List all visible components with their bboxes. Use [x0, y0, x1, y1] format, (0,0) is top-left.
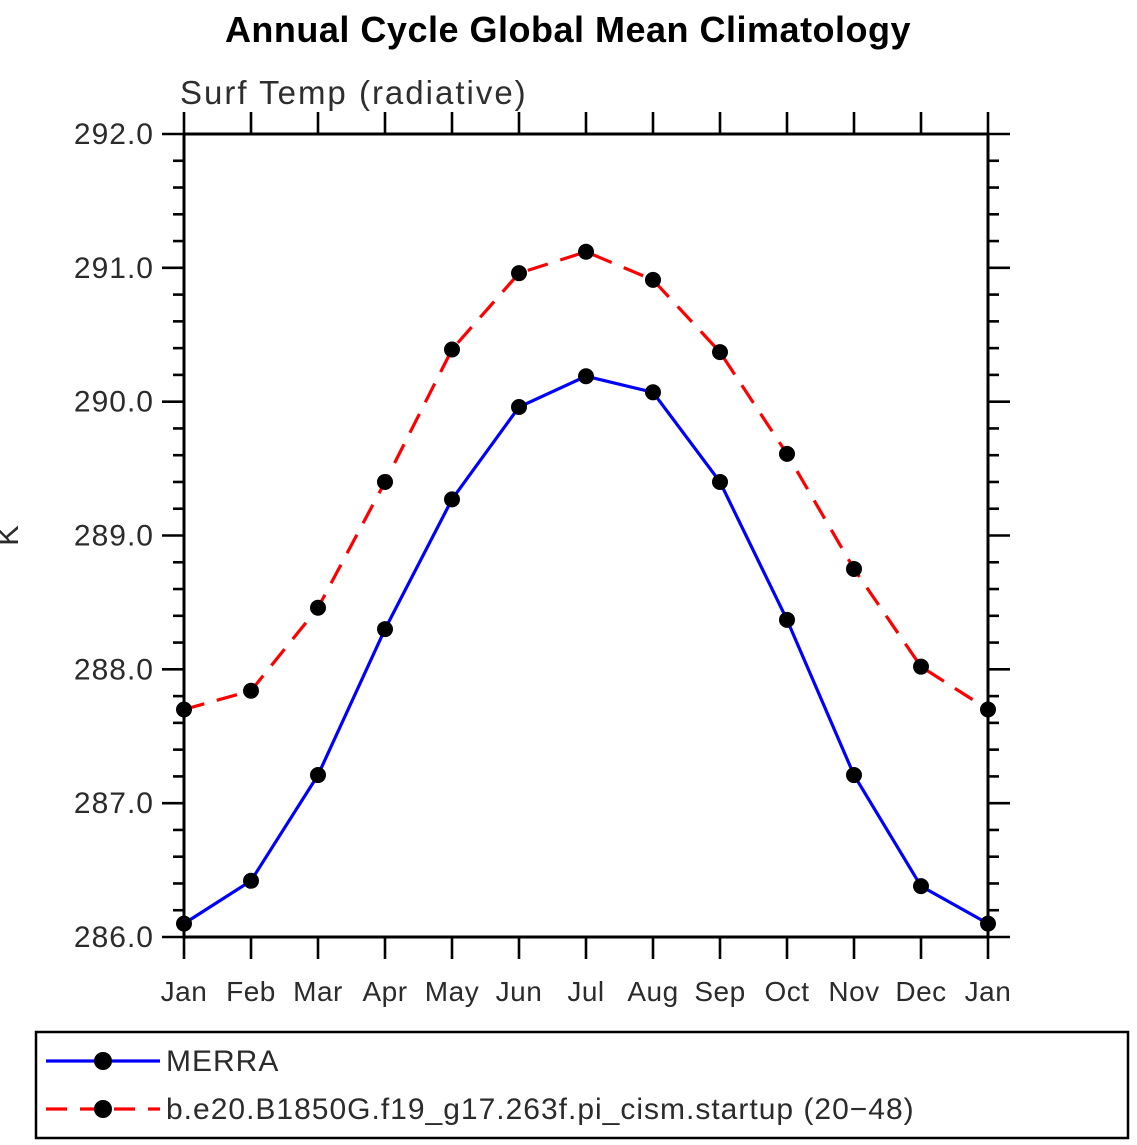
data-point-marker: [846, 767, 862, 784]
plot-frame: [182, 132, 990, 939]
y-axis-tick-label: 290.0: [74, 386, 154, 419]
x-axis-label: Dec: [895, 976, 946, 1007]
x-axis-label: Feb: [226, 976, 276, 1007]
data-point-marker: [511, 399, 527, 416]
data-point-marker: [980, 915, 996, 932]
series-line-model: [183, 250, 989, 712]
x-axis-label: Mar: [293, 976, 343, 1007]
data-point-marker: [243, 872, 259, 889]
data-point-marker: [511, 265, 527, 282]
x-axis-label: Apr: [362, 976, 407, 1007]
data-point-marker: [712, 473, 728, 490]
legend-label: MERRA: [166, 1045, 279, 1078]
y-axis-tick-label: 289.0: [74, 520, 154, 553]
axes: Jan Feb Mar Apr May Jun Jul Aug Sep Oct Nov Dec Jan2…: [74, 112, 1011, 1007]
x-axis-label: Aug: [627, 976, 678, 1007]
data-point-marker: [176, 701, 192, 718]
series-group: [176, 243, 996, 932]
series-line-merra: [183, 374, 989, 926]
data-point-marker: [444, 341, 460, 358]
data-point-marker: [578, 243, 594, 260]
x-axis-label: Jun: [496, 976, 543, 1007]
data-point-marker: [176, 915, 192, 932]
legend-box: [34, 1030, 1130, 1140]
chart-subtitle: Surf Temp (radiative): [180, 74, 528, 111]
data-point-marker: [377, 473, 393, 490]
data-point-marker: [377, 621, 393, 638]
x-axis-label: Jan: [161, 976, 208, 1007]
x-axis-label: Nov: [828, 976, 879, 1007]
data-point-marker: [779, 611, 795, 628]
data-point-marker: [243, 682, 259, 699]
y-axis-tick-label: 288.0: [74, 653, 154, 686]
data-point-marker: [913, 658, 929, 675]
data-point-marker: [779, 445, 795, 462]
data-point-marker: [645, 271, 661, 288]
data-point-marker: [846, 560, 862, 577]
x-axis-label: May: [425, 976, 479, 1007]
x-axis-label: Oct: [764, 976, 809, 1007]
y-axis-tick-label: 292.0: [74, 118, 154, 151]
x-axis-label: Sep: [694, 976, 745, 1007]
data-point-marker: [913, 878, 929, 895]
data-point-marker: [444, 491, 460, 508]
data-point-marker: [712, 344, 728, 361]
data-point-marker: [310, 599, 326, 616]
x-axis-label: Jan: [965, 976, 1012, 1007]
data-point-marker: [578, 368, 594, 385]
legend: MERRA b.e20.B1850G.f19_g17.263f.pi_cism.s…: [34, 1030, 1130, 1140]
x-axis-label: Jul: [567, 976, 604, 1007]
legend-marker: [94, 1052, 112, 1070]
y-axis-unit-label: K: [0, 524, 25, 546]
data-point-marker: [310, 767, 326, 784]
chart-title: Annual Cycle Global Mean Climatology: [225, 9, 911, 50]
y-axis-tick-label: 286.0: [74, 921, 154, 954]
legend-marker: [94, 1100, 112, 1118]
y-axis-tick-label: 287.0: [74, 787, 154, 820]
legend-label: b.e20.B1850G.f19_g17.263f.pi_cism.startu…: [166, 1093, 915, 1126]
y-axis-tick-label: 291.0: [74, 252, 154, 285]
data-point-marker: [980, 701, 996, 718]
data-point-marker: [645, 384, 661, 401]
